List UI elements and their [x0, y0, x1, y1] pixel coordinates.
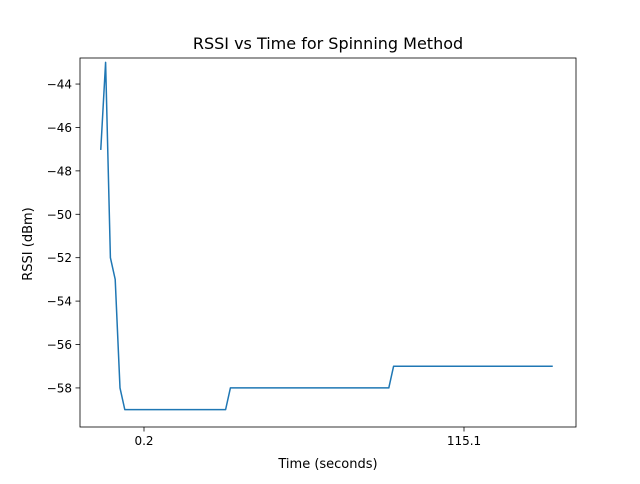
y-tick-label: −48: [47, 164, 72, 178]
y-axis-label: RSSI (dBm): [21, 207, 36, 280]
x-tick-label: 115.1: [447, 434, 481, 448]
plot-layer: 0.2 115.1 −44 −46 −48 −50 −52 −54 −56 −58: [47, 57, 577, 448]
x-axis-label: Time (seconds): [277, 457, 377, 472]
chart-title: RSSI vs Time for Spinning Method: [193, 34, 463, 53]
plot-frame: [79, 57, 577, 428]
y-tick-label: −50: [47, 208, 72, 222]
y-tick-label: −44: [47, 78, 72, 92]
y-tick-label: −58: [47, 381, 72, 395]
y-tick-label: −54: [47, 295, 72, 309]
series-line-0: [100, 61, 553, 411]
x-tick-label: 0.2: [134, 434, 153, 448]
y-tick-label: −52: [47, 251, 72, 265]
y-tick-label: −56: [47, 338, 72, 352]
y-tick-label: −46: [47, 121, 72, 135]
